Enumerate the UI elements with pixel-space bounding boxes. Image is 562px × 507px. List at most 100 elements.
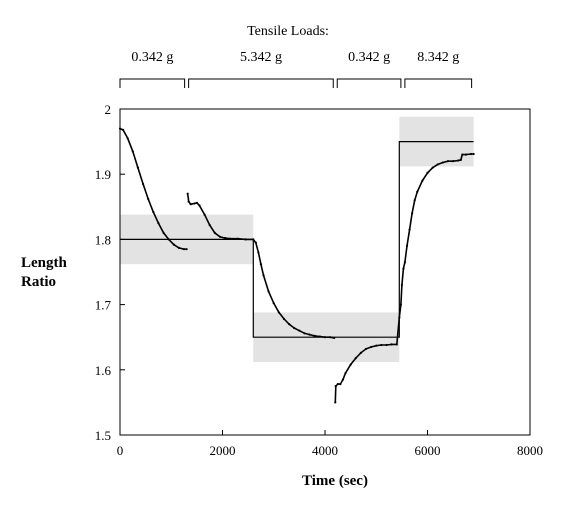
- chart-title: Tensile Loads:: [247, 24, 329, 39]
- load-bracket: [404, 78, 473, 88]
- measured-point: [186, 192, 189, 195]
- measured-point: [203, 213, 206, 216]
- measured-point: [272, 302, 275, 305]
- measured-point: [318, 335, 321, 338]
- series: [118, 127, 475, 404]
- measured-point: [375, 344, 378, 347]
- measured-point: [218, 235, 222, 238]
- measured-point: [121, 128, 125, 131]
- measured-point: [364, 347, 368, 351]
- measured-point: [380, 343, 383, 347]
- y-axis: 1.5 1.6 1.7 1.8 1.9 2: [95, 102, 125, 443]
- measured-point: [333, 336, 336, 339]
- measured-point: [341, 378, 345, 381]
- x-tick-label: 0: [117, 443, 124, 458]
- measured-point: [167, 238, 170, 241]
- measured-point: [267, 290, 270, 293]
- measured-point: [257, 251, 260, 254]
- measured-point: [277, 311, 280, 314]
- measured-point: [131, 150, 134, 153]
- measured-point: [441, 161, 444, 164]
- measured-point: [244, 238, 247, 241]
- measured-point: [459, 158, 462, 161]
- measured-point: [398, 316, 401, 319]
- measured-point: [252, 238, 255, 241]
- y-tick-label: 1.9: [95, 167, 111, 182]
- y-axis-title-line1: Length: [21, 255, 68, 271]
- load-bracket: [119, 78, 186, 88]
- x-tick-label: 2000: [210, 443, 236, 458]
- measured-point: [187, 200, 190, 203]
- measured-point: [141, 182, 145, 186]
- measured-point: [344, 371, 347, 375]
- x-axis-title: Time (sec): [302, 473, 368, 489]
- measured-point: [177, 246, 181, 249]
- measured-point: [469, 152, 473, 156]
- measured-point: [431, 166, 434, 169]
- measured-point: [416, 190, 419, 193]
- x-axis: 0 2000 4000 6000 8000: [117, 430, 543, 458]
- x-tick-label: 4000: [312, 443, 338, 458]
- load-bracket: [188, 78, 334, 88]
- measured-point: [426, 171, 429, 174]
- measured-point: [152, 210, 155, 214]
- load-label: 5.342 g: [240, 50, 282, 65]
- measured-point: [395, 343, 398, 346]
- measured-point: [452, 160, 455, 163]
- y-tick-label: 1.7: [95, 298, 112, 313]
- measured-point: [303, 332, 306, 335]
- measured-point: [323, 336, 327, 339]
- load-label: 0.342 g: [348, 50, 390, 65]
- measured-point: [182, 248, 186, 251]
- measured-point: [293, 326, 296, 330]
- measured-point: [390, 343, 393, 346]
- measured-point: [136, 166, 140, 169]
- measured-point: [461, 153, 464, 156]
- measured-point: [288, 323, 291, 326]
- load-label: 8.342 g: [417, 50, 459, 65]
- measured-point: [339, 383, 342, 386]
- measured-point: [298, 329, 301, 332]
- y-axis-title-line2: Ratio: [21, 274, 56, 290]
- measured-point: [162, 231, 165, 234]
- measured-point: [402, 267, 405, 270]
- measured-point: [208, 223, 211, 227]
- measured-point: [421, 179, 424, 182]
- measured-point: [118, 127, 122, 130]
- measured-point: [198, 204, 201, 207]
- measured-point: [405, 244, 409, 248]
- load-label: 0.342 g: [131, 50, 173, 65]
- measured-point: [403, 261, 407, 264]
- measured-point: [336, 383, 339, 386]
- measured-point: [370, 345, 373, 349]
- measured-point: [472, 152, 475, 156]
- measured-point: [185, 248, 188, 251]
- measured-point: [413, 199, 416, 202]
- y-tick-label: 1.8: [95, 232, 111, 247]
- measured-point: [400, 283, 403, 287]
- measured-point: [193, 202, 196, 205]
- measured-point: [157, 222, 160, 225]
- measured-point: [195, 201, 198, 204]
- measured-point: [354, 356, 357, 360]
- measured-point: [446, 160, 450, 163]
- model-line: [120, 141, 474, 338]
- measured-point: [385, 343, 388, 347]
- measured-point: [254, 241, 257, 244]
- measured-point: [408, 228, 411, 231]
- measured-point: [313, 334, 316, 337]
- measured-point: [464, 153, 468, 156]
- measured-point: [172, 243, 175, 246]
- measured-point: [359, 351, 362, 354]
- measured-point: [262, 274, 265, 277]
- y-tick-label: 2: [105, 102, 112, 117]
- y-tick-label: 1.5: [95, 428, 111, 443]
- measured-point: [282, 317, 286, 321]
- measured-point: [411, 212, 414, 215]
- load-segments: 0.342 g 5.342 g 0.342 g 8.342 g: [119, 50, 473, 88]
- measured-point: [457, 159, 460, 162]
- measured-point: [229, 237, 232, 240]
- measured-point: [189, 203, 192, 206]
- measured-point: [436, 163, 439, 166]
